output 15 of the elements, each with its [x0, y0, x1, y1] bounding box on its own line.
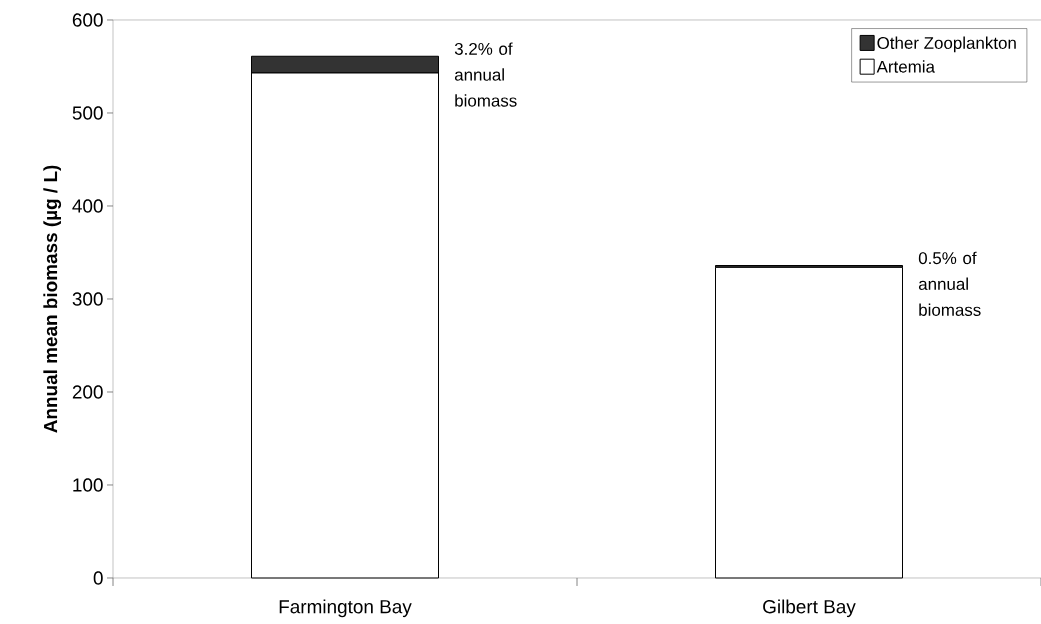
y-tick-label: 400	[72, 199, 103, 213]
x-tick-label: Farmington Bay	[279, 599, 412, 618]
y-tick-label: 100	[73, 478, 103, 492]
legend-label: Other Zooplankton	[877, 36, 1016, 53]
y-tick-label: 600	[72, 13, 103, 27]
y-tick-label: 300	[72, 292, 103, 306]
bar	[715, 266, 904, 579]
y-tick-label: 0	[93, 571, 103, 585]
annotation: 0.5% of annual biomass	[918, 251, 981, 316]
x-tick-label: Gilbert Bay	[763, 599, 856, 618]
y-tick-label: 500	[72, 106, 103, 120]
annotation: 3.2% of annual biomass	[454, 42, 517, 107]
y-tick-label: 200	[72, 385, 103, 399]
y-axis-title: Annual mean biomass (µg / L)	[43, 165, 62, 433]
legend-label: Artemia	[876, 60, 935, 73]
